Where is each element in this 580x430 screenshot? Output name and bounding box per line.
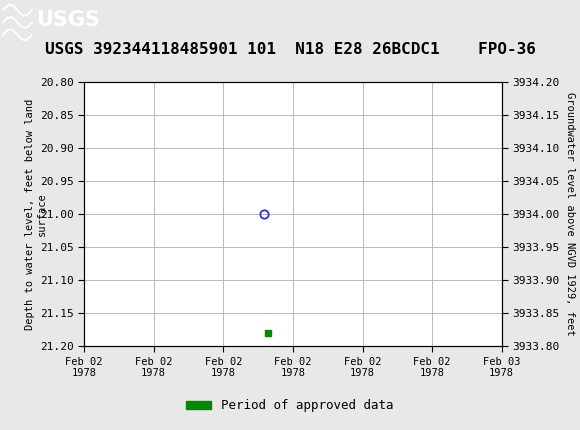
- Y-axis label: Depth to water level, feet below land
surface: Depth to water level, feet below land su…: [25, 98, 46, 329]
- Y-axis label: Groundwater level above NGVD 1929, feet: Groundwater level above NGVD 1929, feet: [565, 92, 575, 336]
- Legend: Period of approved data: Period of approved data: [181, 394, 399, 417]
- Text: USGS: USGS: [37, 10, 100, 31]
- Text: USGS 392344118485901 101  N18 E28 26BCDC1    FPO-36: USGS 392344118485901 101 N18 E28 26BCDC1…: [45, 42, 535, 57]
